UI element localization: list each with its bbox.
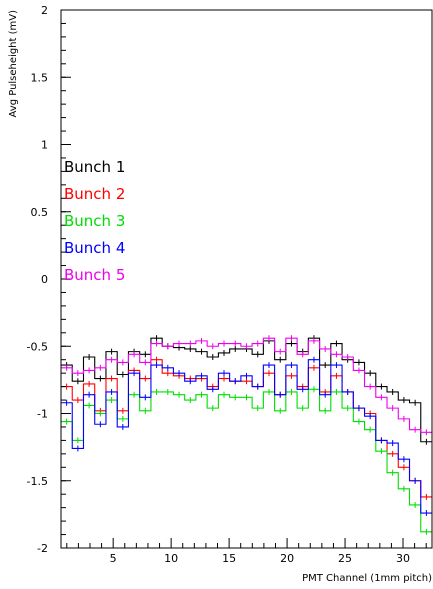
y-tick-label: 0.5 bbox=[31, 206, 49, 219]
series-3 bbox=[61, 386, 432, 535]
axes-layer: -2-1.5-1-0.500.511.525 10 15 20 25 30 bbox=[27, 4, 427, 565]
y-tick-label: -2 bbox=[37, 542, 48, 555]
x-tick-label: 25 bbox=[338, 552, 352, 565]
y-tick-label: 1.5 bbox=[31, 71, 49, 84]
x-tick-label: 10 bbox=[164, 552, 178, 565]
y-tick-label: 0 bbox=[41, 273, 48, 286]
legend-entry: Bunch 2 bbox=[64, 185, 125, 203]
series-4 bbox=[61, 356, 432, 517]
series-line bbox=[61, 337, 432, 433]
series-line bbox=[61, 388, 432, 533]
legend-entry: Bunch 1 bbox=[64, 158, 125, 176]
legend-entry: Bunch 3 bbox=[64, 212, 125, 230]
series-line bbox=[61, 337, 432, 443]
y-tick-label: -0.5 bbox=[27, 340, 48, 353]
y-tick-label: 1 bbox=[41, 139, 48, 152]
y-axis-label: Avg Pulseheight (mV) bbox=[8, 10, 19, 118]
legend-entry: Bunch 4 bbox=[64, 239, 125, 257]
y-tick-label: -1.5 bbox=[27, 475, 48, 488]
x-tick-label: 30 bbox=[396, 552, 410, 565]
series-layer bbox=[61, 335, 432, 535]
x-axis-label: PMT Channel (1mm pitch) bbox=[302, 573, 432, 584]
x-tick-label: 5 bbox=[110, 552, 117, 565]
series-1 bbox=[61, 335, 432, 445]
x-tick-label: 15 bbox=[222, 552, 236, 565]
legend-entry: Bunch 5 bbox=[64, 266, 125, 284]
y-tick-label: -1 bbox=[37, 408, 48, 421]
y-tick-label: 2 bbox=[41, 4, 48, 17]
series-5 bbox=[61, 335, 432, 436]
x-tick-label: 20 bbox=[280, 552, 294, 565]
legend: Bunch 1 Bunch 2 Bunch 3 Bunch 4 Bunch 5 bbox=[64, 158, 125, 284]
